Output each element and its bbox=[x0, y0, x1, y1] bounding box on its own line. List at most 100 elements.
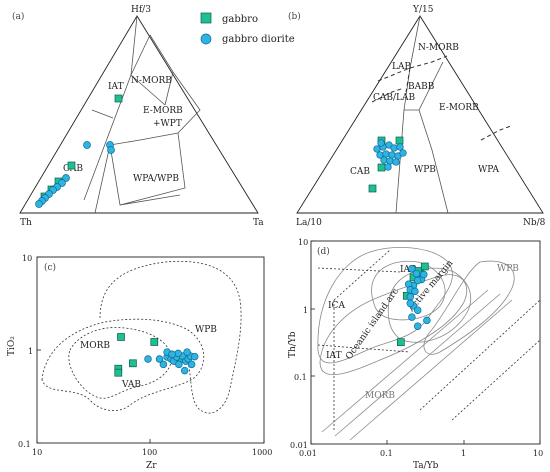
panel-d-dotted-lines bbox=[317, 249, 541, 430]
panel-a-boundary-emorb bbox=[139, 71, 201, 141]
panel-d-xtick-1: 1 bbox=[461, 449, 466, 458]
panel-a-apex-left: Th bbox=[20, 218, 32, 228]
panel-a-field-iat: IAT bbox=[108, 82, 124, 92]
panel-b-gabbro-diorite-point bbox=[377, 139, 385, 147]
panel-d-frame bbox=[310, 240, 541, 445]
panel-d-diagonal-dotted-2 bbox=[451, 339, 541, 421]
panel-d-upper-dotted bbox=[333, 249, 391, 301]
legend-gabbro-marker bbox=[200, 12, 212, 24]
panel-c-gabbro-point bbox=[114, 368, 123, 377]
panel-b-apex-left: La/10 bbox=[296, 218, 322, 228]
panel-d-diagonal-dotted-1 bbox=[419, 299, 541, 411]
panel-c-gabbro-point bbox=[150, 338, 159, 346]
panel-b-boundary-wpb bbox=[418, 109, 449, 214]
panel-c-frame bbox=[36, 256, 265, 444]
panel-c-ytick-0.1: 0.1 bbox=[18, 440, 31, 449]
panel-c-xtick-10: 10 bbox=[32, 448, 42, 457]
panel-d-label: (d) bbox=[317, 246, 330, 257]
panel-d-field-ica: ICA bbox=[328, 301, 345, 311]
panel-c-gabbro-point bbox=[129, 359, 137, 368]
panel-d-wpb-outline bbox=[423, 260, 515, 355]
panel-b-gabbro-point bbox=[395, 136, 404, 145]
panel-d-iat-dotted bbox=[317, 344, 411, 353]
panel-c-xtick-100: 100 bbox=[142, 448, 157, 457]
panel-c-plot-area bbox=[114, 333, 199, 377]
panel-c: (c) 10 100 1000 10 1 0.1 Zr TiO₂ WPB MOR… bbox=[7, 254, 272, 471]
panel-a-boundary-iat bbox=[83, 15, 138, 201]
panel-d-gabbro-diorite-point bbox=[423, 316, 431, 325]
panel-d-ica-outline bbox=[317, 247, 453, 364]
panel-d-xlabel: Ta/Yb bbox=[413, 461, 439, 471]
panel-b-field-wpa: WPA bbox=[478, 165, 499, 175]
legend-gabbro-diorite-label: gabbro diorite bbox=[222, 34, 295, 45]
panel-d-gabbro-diorite-point bbox=[406, 299, 415, 308]
panel-b-label: (b) bbox=[288, 11, 301, 22]
panel-d-gabbro-diorite-point bbox=[413, 276, 422, 285]
panel-b-boundary-babb bbox=[404, 61, 444, 111]
panel-b-triangle bbox=[296, 15, 544, 214]
panel-d-gabbro-point bbox=[396, 338, 405, 347]
panel-d-ticks bbox=[310, 240, 541, 445]
panel-c-label: (c) bbox=[44, 262, 56, 273]
panel-b-boundary-main bbox=[395, 15, 421, 214]
panel-d-ytick-0.01: 0.01 bbox=[290, 441, 308, 450]
panel-a-field-emorb: E-MORB bbox=[143, 106, 183, 116]
panel-d-gabbro-diorite-point bbox=[408, 264, 416, 273]
panel-b-gabbro-diorite-point bbox=[382, 150, 390, 158]
panel-b-field-nmorb: N-MORB bbox=[418, 43, 459, 53]
panel-a-triangle bbox=[19, 15, 259, 214]
panel-b-dashed-lab bbox=[377, 55, 448, 82]
panel-d-ylabel: Th/Yb bbox=[288, 331, 298, 358]
panel-b-field-cab: CAB bbox=[350, 167, 370, 177]
panel-c-ticks bbox=[36, 256, 265, 444]
panel-d-xtick-0.1: 0.1 bbox=[380, 449, 393, 458]
panel-a-boundary-nmorb bbox=[130, 74, 166, 106]
panel-b-field-wpb: WPB bbox=[414, 165, 436, 175]
panel-a-apex-right: Ta bbox=[253, 218, 264, 228]
panel-a-gabbro-diorite-point bbox=[83, 141, 91, 149]
panel-b-dashed-cablab bbox=[371, 87, 405, 103]
panel-a-gabbro-point bbox=[67, 161, 76, 170]
panel-a-field-wpt: +WPT bbox=[153, 119, 182, 129]
panel-d: (d) 0.01 0.1 1 10 10 1 0.1 0.01 Ta/Yb Th… bbox=[288, 238, 543, 471]
panel-b-gabbro-diorite-point bbox=[380, 156, 388, 164]
panel-d-morb-line-3 bbox=[349, 299, 513, 441]
panel-d-ytick-1: 1 bbox=[303, 306, 308, 315]
panel-d-ytick-10: 10 bbox=[298, 238, 308, 247]
panel-d-gabbro-diorite-point bbox=[413, 306, 422, 314]
panel-c-ylabel: TiO₂ bbox=[7, 336, 17, 356]
panel-b-field-babb: BABB bbox=[408, 82, 435, 92]
panel-d-iab-dotted bbox=[317, 267, 401, 273]
panel-c-gabbro-diorite-point bbox=[168, 350, 176, 359]
panel-d-morb-line-1 bbox=[321, 289, 489, 433]
panel-c-ytick-1: 1 bbox=[28, 347, 33, 356]
panel-a-samples bbox=[35, 94, 123, 208]
panel-d-morb-line-2 bbox=[334, 293, 501, 437]
panel-a-boundary-wpa bbox=[109, 132, 186, 206]
panel-c-gabbro-diorite-point bbox=[159, 360, 168, 369]
panel-d-plot-area bbox=[396, 262, 431, 347]
panel-d-field-iat: IAT bbox=[326, 351, 342, 361]
panel-b-gabbro-diorite-point bbox=[399, 149, 407, 157]
panel-c-gabbro-point bbox=[117, 333, 125, 341]
panel-a-field-wpawpb: WPA/WPB bbox=[133, 174, 179, 184]
panel-a: (a) Hf/3 Th Ta IAT N-MORB E-MORB +WPT CA… bbox=[12, 5, 264, 228]
panel-d-oceanic-outline bbox=[319, 274, 468, 376]
panel-c-gabbro-diorite-point bbox=[183, 348, 191, 356]
panel-c-gabbro-diorite-point bbox=[180, 366, 189, 375]
panel-d-field-morb: MORB bbox=[365, 391, 395, 401]
panel-b-field-emorb: E-MORB bbox=[439, 103, 479, 113]
panel-b-field-cablab: CAB/LAB bbox=[373, 93, 416, 103]
legend: gabbro gabbro diorite bbox=[200, 12, 295, 45]
panel-d-gabbro-diorite-point bbox=[408, 313, 416, 321]
panel-c-gabbro-diorite-point bbox=[187, 360, 196, 369]
panel-a-label: (a) bbox=[12, 11, 24, 22]
panel-d-iab-outline bbox=[371, 260, 446, 321]
panel-d-gabbro-point bbox=[420, 262, 429, 271]
panel-b-field-lab: LAB bbox=[392, 62, 411, 72]
panel-c-xlabel: Zr bbox=[146, 461, 157, 471]
panel-a-boundary-top bbox=[130, 34, 151, 76]
panel-b-gabbro-point bbox=[377, 163, 386, 172]
panel-c-field-morb: MORB bbox=[80, 341, 110, 351]
